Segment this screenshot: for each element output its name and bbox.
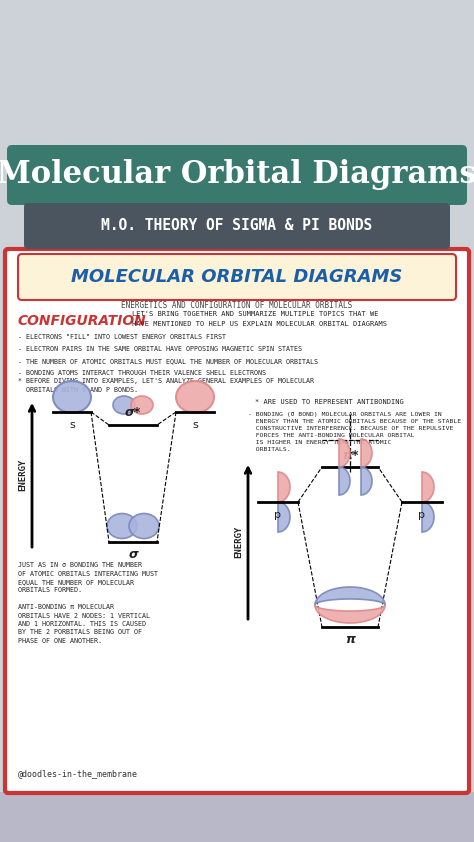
- Text: ENERGY: ENERGY: [235, 526, 244, 558]
- Polygon shape: [278, 502, 290, 532]
- Text: - BONDING (σ BOND) MOLECULAR ORBITALS ARE LOWER IN
  ENERGY THAN THE ATOMIC ORBI: - BONDING (σ BOND) MOLECULAR ORBITALS AR…: [248, 412, 461, 452]
- Text: σ*: σ*: [125, 406, 141, 419]
- Ellipse shape: [53, 381, 91, 413]
- Polygon shape: [315, 605, 385, 623]
- FancyBboxPatch shape: [7, 145, 467, 205]
- Text: s: s: [192, 420, 198, 430]
- Polygon shape: [278, 472, 290, 502]
- Text: - THE NUMBER OF ATOMIC ORBITALS MUST EQUAL THE NUMBER OF MOLECULAR ORBITALS: - THE NUMBER OF ATOMIC ORBITALS MUST EQU…: [18, 358, 318, 364]
- Text: ANTI-BONDING π MOLECULAR
ORBITALS HAVE 2 NODES: 1 VERTICAL
AND 1 HORIZONTAL. THI: ANTI-BONDING π MOLECULAR ORBITALS HAVE 2…: [18, 604, 150, 644]
- Text: - BONDING ATOMS INTERACT THROUGH THEIR VALENCE SHELL ELECTRONS: - BONDING ATOMS INTERACT THROUGH THEIR V…: [18, 370, 266, 376]
- Bar: [0, 792, 474, 842]
- Polygon shape: [339, 467, 350, 495]
- Text: MOLECULAR ORBITAL DIAGRAMS: MOLECULAR ORBITAL DIAGRAMS: [71, 268, 403, 286]
- Ellipse shape: [131, 396, 153, 414]
- Text: σ: σ: [128, 548, 138, 561]
- Text: p: p: [419, 510, 426, 520]
- Text: s: s: [69, 420, 75, 430]
- Text: JUST AS IN σ BONDING THE NUMBER
OF ATOMIC ORBITALS INTERACTING MUST
EQUAL THE NU: JUST AS IN σ BONDING THE NUMBER OF ATOMI…: [18, 562, 158, 594]
- Polygon shape: [361, 439, 372, 467]
- FancyBboxPatch shape: [18, 254, 456, 300]
- Polygon shape: [361, 467, 372, 495]
- Text: - ELECTRON PAIRS IN THE SAME ORBITAL HAVE OPPOSING MAGNETIC SPIN STATES: - ELECTRON PAIRS IN THE SAME ORBITAL HAV…: [18, 346, 302, 352]
- Text: CONFIGURATION: CONFIGURATION: [18, 314, 147, 328]
- Ellipse shape: [113, 396, 135, 414]
- Text: Molecular Orbital Diagrams: Molecular Orbital Diagrams: [0, 159, 474, 190]
- FancyBboxPatch shape: [24, 203, 450, 249]
- Text: M.O. THEORY OF SIGMA & PI BONDS: M.O. THEORY OF SIGMA & PI BONDS: [101, 219, 373, 233]
- Text: @doodles-in-the_membrane: @doodles-in-the_membrane: [18, 770, 138, 779]
- Text: LET'S BRING TOGETHER AND SUMMARIZE MULTIPLE TOPICS THAT WE
HAVE MENTIONED TO HEL: LET'S BRING TOGETHER AND SUMMARIZE MULTI…: [132, 312, 387, 327]
- Text: p: p: [274, 510, 282, 520]
- Polygon shape: [422, 472, 434, 502]
- Text: ENERGETICS AND CONFIGURATION OF MOLECULAR ORBITALS: ENERGETICS AND CONFIGURATION OF MOLECULA…: [121, 301, 353, 311]
- Polygon shape: [339, 439, 350, 467]
- Text: * ARE USED TO REPRESENT ANTIBONDING: * ARE USED TO REPRESENT ANTIBONDING: [255, 399, 404, 405]
- Ellipse shape: [107, 514, 137, 539]
- Text: * BEFORE DIVING INTO EXAMPLES, LET'S ANALYZE GENERAL EXAMPLES OF MOLECULAR
  ORB: * BEFORE DIVING INTO EXAMPLES, LET'S ANA…: [18, 377, 314, 392]
- Polygon shape: [315, 587, 385, 605]
- Text: ENERGY: ENERGY: [18, 459, 27, 491]
- FancyBboxPatch shape: [5, 249, 469, 793]
- Polygon shape: [422, 502, 434, 532]
- Text: - ELECTRONS "FILL" INTO LOWEST ENERGY ORBITALS FIRST: - ELECTRONS "FILL" INTO LOWEST ENERGY OR…: [18, 334, 226, 340]
- Ellipse shape: [129, 514, 159, 539]
- Ellipse shape: [176, 381, 214, 413]
- Text: π*: π*: [342, 449, 358, 462]
- Text: π: π: [345, 633, 355, 646]
